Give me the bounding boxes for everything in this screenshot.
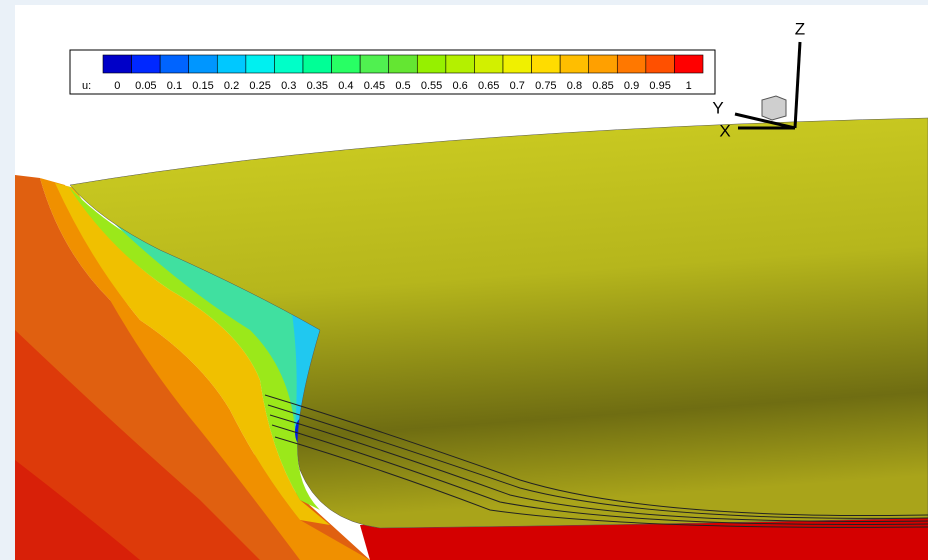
legend-swatch [417, 55, 446, 73]
legend-swatch [389, 55, 418, 73]
legend-swatch [303, 55, 332, 73]
legend-swatch [332, 55, 361, 73]
legend-swatch [103, 55, 132, 73]
legend-swatch [189, 55, 218, 73]
legend-swatch [646, 55, 675, 73]
legend-label: 1 [686, 80, 692, 92]
legend-label: 0.5 [395, 80, 410, 92]
legend-swatch [674, 55, 703, 73]
legend-label: 0 [114, 80, 120, 92]
z-label: Z [795, 19, 805, 38]
legend-swatch [474, 55, 503, 73]
legend-swatch [560, 55, 589, 73]
legend-swatch [160, 55, 189, 73]
legend-label: 0.6 [452, 80, 467, 92]
legend-label: 0.7 [510, 80, 525, 92]
legend-label: 0.05 [135, 80, 156, 92]
legend-label: 0.8 [567, 80, 582, 92]
legend-label: 0.55 [421, 80, 442, 92]
legend-swatch [217, 55, 246, 73]
legend-swatch [446, 55, 475, 73]
legend-swatch [246, 55, 275, 73]
legend-label: 0.9 [624, 80, 639, 92]
legend-swatch [503, 55, 532, 73]
legend-label: 0.65 [478, 80, 499, 92]
legend-label: 0.45 [364, 80, 385, 92]
legend-label: 0.85 [592, 80, 613, 92]
viewport: u: 0 0.05 0.1 0.15 0.2 0.25 0.3 0.35 0.4 0.45 0.5 0… [0, 0, 928, 560]
legend-label: 0.2 [224, 80, 239, 92]
legend: u: 0 0.05 0.1 0.15 0.2 0.25 0.3 0.35 0.4 0.45 0.5 0… [70, 50, 715, 94]
page: {"legend": {"variable": "u:", "levels": … [0, 0, 928, 560]
legend-label: 0.1 [167, 80, 182, 92]
legend-label: 0.95 [649, 80, 670, 92]
legend-swatch [617, 55, 646, 73]
legend-label: 0.4 [338, 80, 353, 92]
legend-label: 0.15 [192, 80, 213, 92]
legend-swatch [360, 55, 389, 73]
legend-swatch [274, 55, 303, 73]
x-label: X [719, 121, 730, 140]
legend-variable: u: [82, 80, 91, 92]
legend-swatch [589, 55, 618, 73]
triad-cube [762, 96, 786, 120]
legend-label: 0.25 [249, 80, 270, 92]
legend-label: 0.35 [307, 80, 328, 92]
legend-label: 0.75 [535, 80, 556, 92]
legend-swatch [132, 55, 161, 73]
legend-label: 0.3 [281, 80, 296, 92]
legend-swatch [532, 55, 561, 73]
y-label: Y [712, 98, 723, 117]
